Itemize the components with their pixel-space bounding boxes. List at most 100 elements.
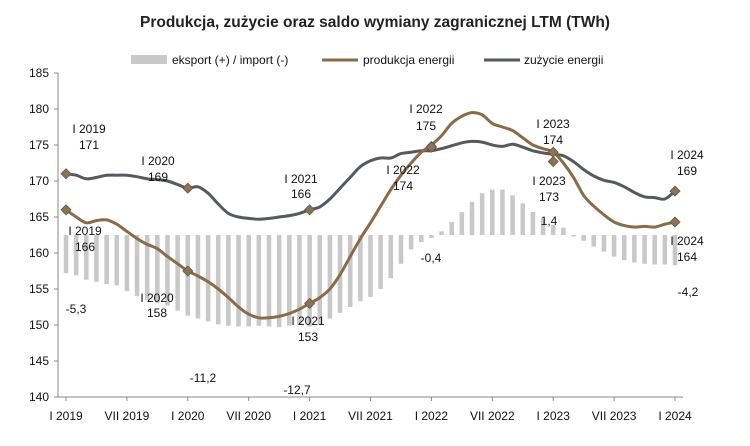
bar	[144, 235, 150, 300]
label-zuzycie-value: 174	[543, 133, 563, 147]
x-tick-label: I 2021	[293, 409, 327, 423]
label-zuzycie-period: I 2022	[409, 102, 443, 116]
label-produkcja-value: 173	[539, 190, 559, 204]
bar	[134, 235, 140, 297]
marker-produkcja	[547, 155, 559, 168]
label-produkcja-period: I 2019	[68, 224, 102, 238]
bar	[561, 227, 566, 235]
bar	[459, 211, 465, 235]
bar	[175, 235, 180, 311]
bar	[581, 235, 586, 241]
bar	[429, 235, 434, 238]
series-line-produkcja	[65, 111, 676, 320]
bar	[236, 235, 241, 327]
label-produkcja-period: I 2024	[670, 234, 704, 248]
y-tick-label: 175	[29, 138, 49, 152]
bar	[63, 235, 69, 274]
label-zuzycie-period: I 2020	[141, 154, 175, 168]
bar	[571, 235, 576, 237]
y-tick-label: 145	[29, 354, 49, 368]
bar	[307, 235, 312, 327]
bar	[601, 235, 607, 252]
y-tick-label: 150	[29, 318, 49, 332]
marker-produkcja	[669, 216, 681, 228]
bar	[388, 235, 394, 279]
marker-zuzycie	[425, 141, 437, 153]
label-bar-value: -0,4	[421, 251, 442, 265]
marker-produkcja	[182, 265, 194, 277]
bar	[520, 203, 526, 235]
label-zuzycie-value: 171	[79, 138, 99, 152]
bar	[276, 235, 282, 328]
legend: eksport (+) / import (-) produkcja energ…	[131, 53, 603, 67]
legend-label-produkcja: produkcja energii	[363, 53, 454, 67]
bar	[165, 235, 170, 306]
bar	[256, 235, 262, 326]
bar	[368, 235, 373, 297]
bar	[215, 235, 221, 325]
label-produkcja-value: 166	[75, 240, 95, 254]
legend-swatch-bars	[131, 55, 167, 64]
x-tick-label: VII 2023	[592, 409, 637, 423]
bar	[155, 235, 160, 303]
legend-label-bars: eksport (+) / import (-)	[172, 53, 288, 67]
bar	[246, 235, 251, 327]
bar	[266, 235, 272, 327]
y-tick-label: 170	[29, 174, 49, 188]
marker-zuzycie	[547, 146, 559, 158]
x-tick-label: I 2020	[171, 409, 205, 423]
label-produkcja-value: 158	[147, 306, 167, 320]
y-tick-label: 140	[29, 390, 49, 404]
x-tick-label: VII 2022	[470, 409, 515, 423]
label-produkcja-period: I 2023	[532, 174, 566, 188]
series-line-zuzycie	[65, 139, 676, 221]
label-zuzycie-period: I 2019	[72, 122, 106, 136]
bar	[550, 224, 556, 235]
bar	[347, 235, 353, 307]
bar	[540, 219, 546, 235]
bar	[652, 235, 657, 265]
bar	[114, 235, 120, 286]
bar	[84, 235, 89, 280]
label-bar-value: -11,2	[190, 371, 217, 385]
y-tick-label: 165	[29, 210, 49, 224]
label-bar-value: -4,2	[678, 285, 699, 299]
x-tick-label: VII 2020	[226, 409, 271, 423]
x-tick-label: I 2023	[537, 409, 571, 423]
x-tick-label: VII 2021	[348, 409, 393, 423]
bar	[662, 235, 668, 265]
bar	[378, 235, 383, 289]
label-bar-value: -5,3	[66, 302, 87, 316]
marker-zuzycie	[304, 204, 316, 216]
label-produkcja-value: 164	[677, 250, 697, 264]
label-produkcja-period: I 2021	[291, 314, 325, 328]
bar	[297, 235, 302, 325]
label-zuzycie-period: I 2024	[670, 148, 704, 162]
bar	[408, 235, 414, 250]
y-tick-label: 185	[29, 66, 49, 80]
bar	[287, 235, 292, 326]
y-tick-label: 155	[29, 282, 49, 296]
x-ticks: I 2019 VII 2019 I 2020 VII 2020 I 2021 VII 20…	[49, 397, 692, 423]
x-tick-label: I 2022	[415, 409, 449, 423]
y-tick-label: 160	[29, 246, 49, 260]
bar	[479, 193, 485, 235]
bar	[500, 189, 505, 235]
label-produkcja-value: 174	[393, 179, 413, 193]
bar	[469, 201, 475, 235]
bar	[205, 235, 211, 322]
x-tick-label: I 2019	[49, 409, 83, 423]
label-zuzycie-value: 166	[291, 187, 311, 201]
bar	[317, 235, 323, 325]
bar	[510, 195, 515, 235]
bar	[418, 235, 424, 243]
label-produkcja-value: 153	[298, 330, 318, 344]
bar	[490, 189, 495, 235]
label-produkcja-period: I 2020	[140, 291, 174, 305]
marker-produkcja	[304, 297, 316, 309]
marker-produkcja	[60, 204, 72, 216]
bar	[642, 235, 647, 264]
bar	[672, 235, 678, 266]
bar	[226, 235, 231, 326]
